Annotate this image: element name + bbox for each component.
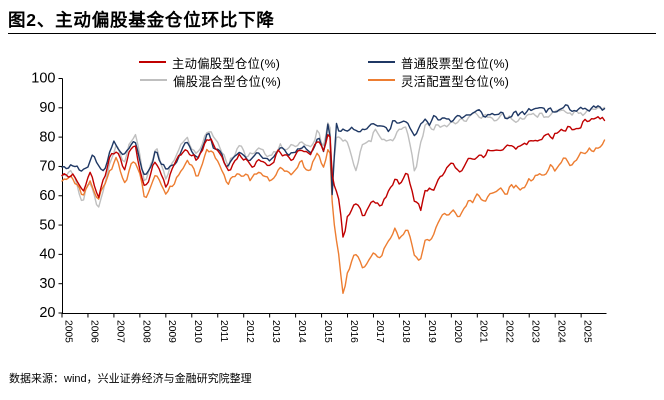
svg-text:2018: 2018 [400,320,411,343]
svg-text:2017: 2017 [374,320,385,343]
svg-text:2007: 2007 [114,320,125,343]
svg-text:100: 100 [31,71,55,87]
svg-text:2024: 2024 [556,320,567,343]
svg-text:2014: 2014 [296,320,307,343]
svg-text:2010: 2010 [192,320,203,343]
svg-text:50: 50 [39,217,55,233]
svg-text:2006: 2006 [88,320,99,343]
svg-text:2020: 2020 [452,320,463,343]
svg-text:70: 70 [39,159,55,175]
svg-text:2015: 2015 [322,320,333,343]
svg-text:2021: 2021 [478,320,489,343]
svg-text:2009: 2009 [166,320,177,343]
svg-text:40: 40 [39,247,55,263]
svg-text:60: 60 [39,188,55,204]
svg-text:2025: 2025 [582,320,593,343]
svg-text:2011: 2011 [218,320,229,342]
svg-text:30: 30 [39,276,55,292]
svg-text:20: 20 [39,305,55,321]
svg-text:2013: 2013 [270,320,281,343]
svg-text:2012: 2012 [244,320,255,343]
svg-text:2022: 2022 [504,320,515,343]
svg-text:2008: 2008 [140,320,151,343]
svg-text:2019: 2019 [426,320,437,343]
svg-text:2023: 2023 [530,320,541,343]
svg-text:80: 80 [39,129,55,145]
svg-text:2005: 2005 [62,320,73,343]
svg-text:90: 90 [39,100,55,116]
svg-text:2016: 2016 [348,320,359,343]
